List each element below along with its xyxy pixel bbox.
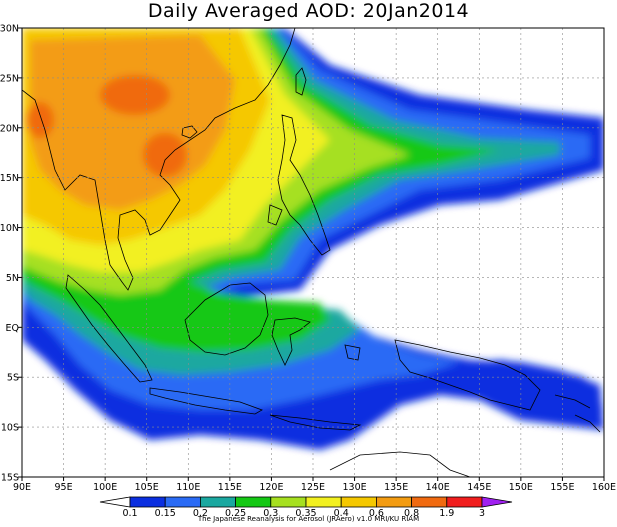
- colorbar-swatch: [164, 496, 201, 508]
- colorbar-label: 0.3: [263, 508, 278, 519]
- colorbar-swatch: [129, 496, 166, 508]
- colorbar-label: 0.15: [155, 508, 176, 519]
- x-tick-label: 90E: [13, 482, 31, 493]
- colorbar-swatch: [235, 496, 272, 508]
- x-tick-label: 110E: [176, 482, 200, 493]
- y-tick-label: 10N: [0, 223, 19, 234]
- colorbar-label: 0.2: [193, 508, 208, 519]
- y-tick-label: 5S: [7, 373, 19, 384]
- colorbar-swatch: [411, 496, 448, 508]
- colorbar: 0.1 0.15 0.2 0.25 0.3 0.35 0.4 0.6 0.8 1.9 3: [99, 496, 513, 519]
- map-title: Daily Averaged AOD: 20Jan2014: [147, 0, 470, 22]
- coastlines: [22, 28, 601, 477]
- y-tick-label: 30N: [0, 24, 19, 35]
- x-axis-ticks: 90E 95E 100E 105E 110E 115E 120E 125E 130E 135E 14…: [13, 477, 616, 493]
- y-tick-label: 15N: [0, 173, 19, 184]
- x-tick-label: 155E: [550, 482, 574, 493]
- x-tick-label: 130E: [343, 482, 367, 493]
- colorbar-label: 1.9: [439, 508, 454, 519]
- colorbar-swatch: [446, 496, 483, 508]
- colorbar-swatch: [199, 496, 236, 508]
- colorbar-label: 0.4: [334, 508, 349, 519]
- x-tick-label: 120E: [259, 482, 283, 493]
- x-tick-label: 95E: [55, 482, 73, 493]
- gridlines: [22, 28, 604, 477]
- x-tick-label: 145E: [467, 482, 491, 493]
- colorbar-swatch: [270, 496, 307, 508]
- x-tick-label: 135E: [384, 482, 408, 493]
- colorbar-swatch: [305, 496, 342, 508]
- y-tick-label: 15S: [1, 473, 19, 484]
- y-axis-ticks: 30N 25N 20N 15N 10N 5N EQ 5S 10S 15S: [0, 24, 22, 484]
- x-tick-label: 105E: [135, 482, 159, 493]
- colorbar-high-triangle: [481, 496, 513, 508]
- x-tick-label: 140E: [426, 482, 450, 493]
- colorbar-swatch: [340, 496, 377, 508]
- y-tick-label: 20N: [0, 123, 19, 134]
- y-tick-label: EQ: [6, 323, 19, 334]
- colorbar-label: 0.6: [369, 508, 384, 519]
- credit-line: The Japanese Reanalysis for Aerosol (JRA…: [197, 515, 420, 523]
- y-tick-label: 25N: [0, 73, 19, 84]
- y-tick-label: 5N: [6, 273, 19, 284]
- x-tick-label: 100E: [93, 482, 117, 493]
- colorbar-label: 0.35: [295, 508, 316, 519]
- colorbar-low-triangle: [99, 496, 131, 508]
- y-tick-label: 10S: [1, 423, 19, 434]
- x-tick-label: 125E: [301, 482, 325, 493]
- colorbar-swatch: [375, 496, 412, 508]
- x-tick-label: 150E: [509, 482, 533, 493]
- colorbar-label: 3: [479, 508, 485, 519]
- colorbar-label: 0.25: [225, 508, 246, 519]
- x-tick-label: 160E: [592, 482, 616, 493]
- colorbar-label: 0.1: [122, 508, 137, 519]
- colorbar-label: 0.8: [404, 508, 419, 519]
- x-tick-label: 115E: [218, 482, 242, 493]
